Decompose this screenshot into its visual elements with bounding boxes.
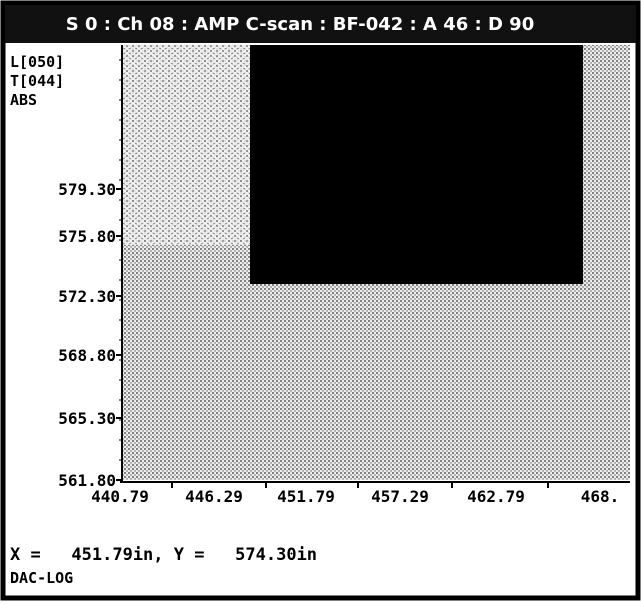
- x-tick-label: 457.29: [371, 487, 429, 506]
- y-tick-label: 579.30: [58, 180, 116, 199]
- label: L[050]: [10, 53, 64, 71]
- y-tick-label: 575.80: [58, 227, 116, 246]
- x-tick-label: 451.79: [277, 487, 335, 506]
- label: ABS: [10, 91, 37, 109]
- scan-image-light: [122, 45, 252, 245]
- scan-void: [250, 45, 583, 284]
- cscan-window: S 0 : Ch 08 : AMP C-scan : BF-042 : A 46…: [0, 0, 641, 601]
- y-tick-label: 568.80: [58, 346, 116, 365]
- x-tick-label: 446.29: [185, 487, 243, 506]
- y-tick-label: 565.30: [58, 409, 116, 428]
- x-tick-label: 468.: [581, 487, 620, 506]
- x-tick-label: 462.79: [467, 487, 525, 506]
- y-tick-label: 572.30: [58, 287, 116, 306]
- title: S 0 : Ch 08 : AMP C-scan : BF-042 : A 46…: [66, 14, 535, 35]
- mode: DAC-LOG: [10, 569, 73, 587]
- cursor-position: X = 451.79in, Y = 574.30in: [10, 545, 317, 565]
- label: T[044]: [10, 72, 64, 90]
- x-tick-label: 440.79: [91, 487, 149, 506]
